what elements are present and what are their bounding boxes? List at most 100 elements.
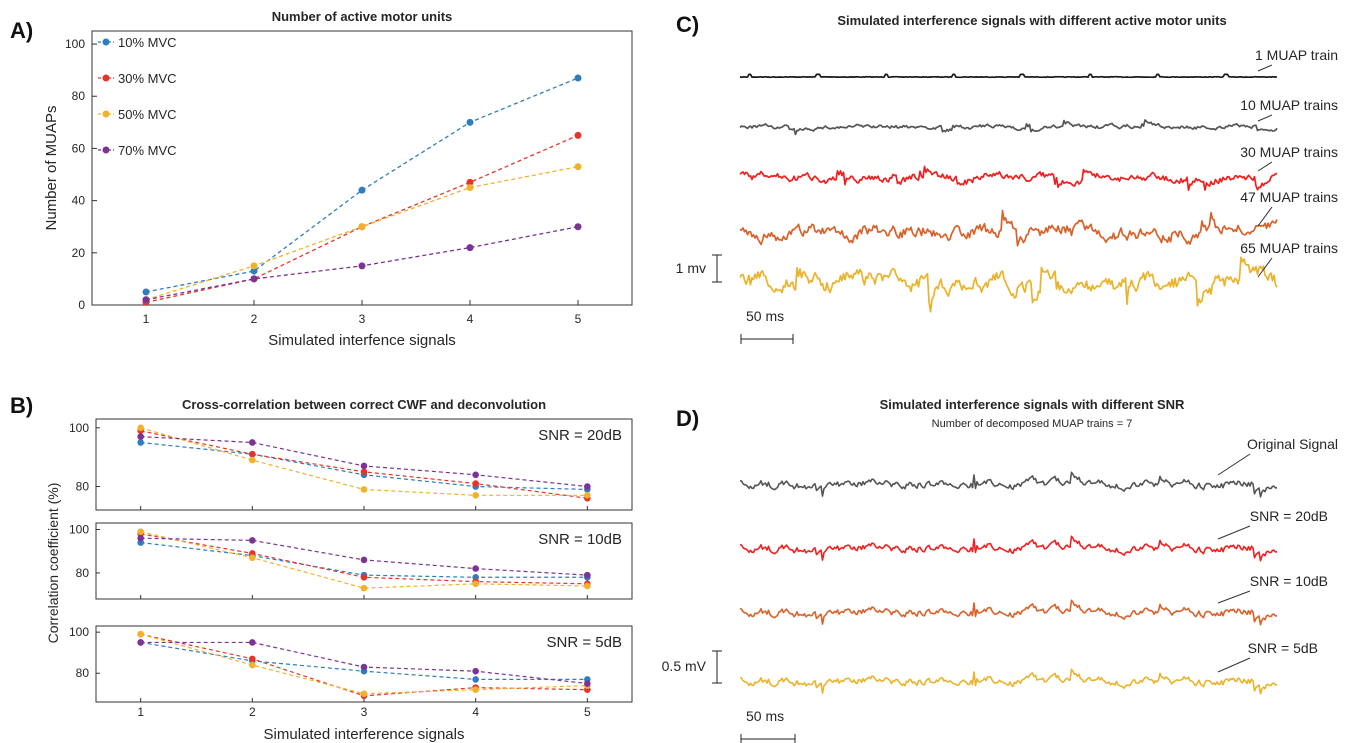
data-point bbox=[249, 456, 256, 464]
y-tick-label: 100 bbox=[69, 625, 89, 639]
series-line bbox=[140, 531, 588, 589]
data-point bbox=[249, 655, 256, 663]
data-point bbox=[142, 288, 150, 296]
data-point bbox=[574, 131, 582, 139]
panel-letter: D) bbox=[676, 406, 699, 431]
x-tick-label: 2 bbox=[249, 705, 256, 719]
x-tick-label: 1 bbox=[137, 705, 144, 719]
x-tick-label: 1 bbox=[143, 312, 150, 326]
series-line bbox=[145, 77, 579, 293]
trace-label: 10 MUAP trains bbox=[1240, 97, 1338, 113]
legend-label: 30% MVC bbox=[118, 71, 177, 86]
chart-subtitle: Number of decomposed MUAP trains = 7 bbox=[932, 418, 1133, 430]
y-tick-label: 100 bbox=[69, 421, 89, 435]
x-tick-label: 3 bbox=[361, 705, 368, 719]
data-point bbox=[250, 275, 258, 283]
y-tick-label: 100 bbox=[69, 523, 89, 537]
trace-label: 1 MUAP train bbox=[1255, 47, 1338, 63]
chart-title: Simulated interference signals with diff… bbox=[880, 397, 1185, 412]
label-leader-line bbox=[1257, 64, 1273, 72]
label-leader-line bbox=[1257, 206, 1273, 227]
amplitude-scale-label: 0.5 mV bbox=[662, 658, 707, 674]
data-point bbox=[249, 439, 256, 446]
data-point bbox=[466, 184, 474, 192]
data-point bbox=[360, 486, 368, 493]
data-point bbox=[137, 433, 144, 440]
signal-trace bbox=[739, 471, 1278, 498]
signal-trace bbox=[739, 119, 1278, 136]
series-line bbox=[145, 134, 579, 304]
signal-trace bbox=[739, 165, 1278, 191]
series-line bbox=[140, 427, 588, 496]
data-point bbox=[137, 424, 144, 432]
trace-label: SNR = 5dB bbox=[1248, 640, 1318, 656]
x-axis-label: Simulated interfence signals bbox=[268, 332, 456, 349]
x-tick-label: 2 bbox=[251, 312, 258, 326]
series-line bbox=[140, 436, 588, 488]
data-point bbox=[472, 480, 479, 487]
legend-marker bbox=[102, 74, 110, 82]
y-tick-label: 100 bbox=[65, 37, 85, 51]
legend-label: 50% MVC bbox=[118, 107, 177, 122]
data-point bbox=[472, 492, 479, 499]
snr-label: SNR = 20dB bbox=[538, 427, 622, 444]
data-point bbox=[584, 680, 591, 687]
y-tick-label: 80 bbox=[76, 666, 90, 680]
label-leader-line bbox=[1257, 114, 1273, 122]
data-point bbox=[472, 676, 479, 683]
y-tick-label: 20 bbox=[72, 246, 86, 260]
panel-letter: A) bbox=[10, 18, 33, 43]
data-point bbox=[360, 468, 368, 476]
legend-label: 70% MVC bbox=[118, 143, 177, 158]
y-tick-label: 60 bbox=[72, 141, 86, 155]
signal-trace bbox=[739, 73, 1278, 79]
label-leader-line bbox=[1217, 657, 1251, 673]
data-point bbox=[249, 450, 256, 458]
y-tick-label: 0 bbox=[78, 298, 85, 312]
signal-trace bbox=[739, 256, 1278, 313]
signal-trace bbox=[739, 599, 1278, 626]
data-point bbox=[584, 582, 591, 590]
series-line bbox=[140, 641, 588, 685]
amplitude-scale-label: 1 mv bbox=[676, 260, 706, 276]
time-scale-label: 50 ms bbox=[746, 708, 784, 724]
chart-title: Simulated interference signals with diff… bbox=[837, 13, 1226, 28]
data-point bbox=[472, 580, 479, 588]
data-point bbox=[466, 244, 474, 252]
legend-label: 10% MVC bbox=[118, 35, 177, 50]
y-tick-label: 80 bbox=[76, 566, 90, 580]
trace-label: SNR = 20dB bbox=[1250, 508, 1328, 524]
panel-letter: B) bbox=[10, 393, 33, 418]
signal-trace bbox=[739, 668, 1278, 695]
legend-marker bbox=[102, 146, 110, 154]
x-tick-label: 4 bbox=[467, 312, 474, 326]
data-point bbox=[137, 630, 144, 638]
data-point bbox=[249, 537, 256, 544]
signal-trace bbox=[739, 209, 1278, 247]
snr-label: SNR = 10dB bbox=[538, 531, 622, 548]
data-point bbox=[249, 554, 256, 562]
label-leader-line bbox=[1217, 453, 1251, 476]
data-point bbox=[472, 667, 479, 675]
data-point bbox=[137, 534, 144, 542]
data-point bbox=[360, 573, 368, 581]
data-point bbox=[584, 483, 591, 490]
data-point bbox=[574, 163, 582, 171]
label-leader-line bbox=[1217, 525, 1251, 540]
data-point bbox=[584, 571, 591, 579]
data-point bbox=[574, 223, 582, 231]
trace-label: Original Signal bbox=[1247, 436, 1338, 452]
trace-label: SNR = 10dB bbox=[1250, 573, 1328, 589]
x-tick-label: 4 bbox=[472, 705, 479, 719]
data-point bbox=[472, 565, 479, 572]
trace-label: 30 MUAP trains bbox=[1240, 144, 1338, 160]
data-point bbox=[466, 118, 474, 126]
data-point bbox=[358, 186, 366, 194]
data-point bbox=[584, 492, 591, 499]
data-point bbox=[358, 223, 366, 231]
label-leader-line bbox=[1257, 161, 1273, 172]
data-point bbox=[360, 663, 368, 671]
signal-trace bbox=[739, 535, 1278, 562]
trace-label: 47 MUAP trains bbox=[1240, 189, 1338, 205]
